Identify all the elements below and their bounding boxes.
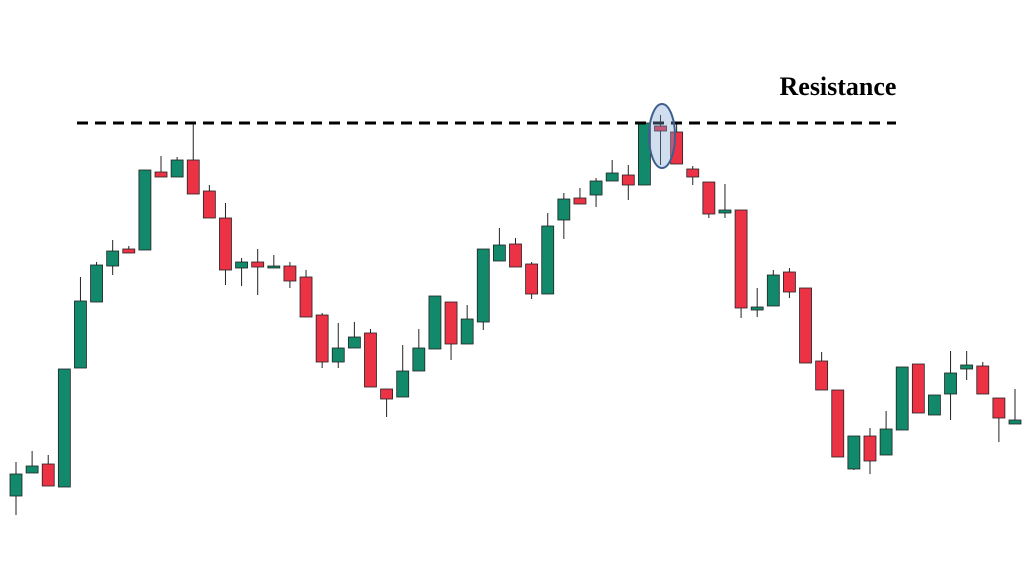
candle-body xyxy=(476,248,490,323)
candle-body xyxy=(509,243,522,268)
candle-body xyxy=(428,295,442,350)
candle-body xyxy=(202,190,216,219)
candle-body xyxy=(960,364,974,370)
candle-body xyxy=(718,209,732,214)
candle-body xyxy=(605,172,619,182)
candle-body xyxy=(186,159,200,195)
candle-body xyxy=(347,336,361,349)
candle-body xyxy=(928,394,941,416)
candle-body xyxy=(799,287,812,364)
candle-body xyxy=(654,125,667,132)
candle-body xyxy=(831,389,845,458)
candle-body xyxy=(219,217,232,271)
candle-body xyxy=(122,248,136,254)
candle-body xyxy=(750,306,764,311)
candle-body xyxy=(895,366,909,431)
candle-body xyxy=(251,261,265,268)
candle-body xyxy=(364,332,377,388)
candle-body xyxy=(106,250,120,267)
candle-body xyxy=(331,347,345,363)
candle-body xyxy=(396,370,410,398)
candle-body xyxy=(9,473,23,497)
candle-body xyxy=(412,347,426,372)
candle-body xyxy=(170,159,184,178)
candle-body xyxy=(25,465,39,474)
candle-body xyxy=(847,435,861,470)
candle-body xyxy=(57,368,71,488)
candle-body xyxy=(734,209,748,309)
candle-body xyxy=(686,168,700,178)
candle-body xyxy=(315,314,329,363)
candle-body xyxy=(460,318,474,345)
candle-body xyxy=(41,463,55,487)
candle-body xyxy=(299,276,313,318)
candle-body xyxy=(879,428,893,456)
candle-body xyxy=(267,265,281,269)
candle-body xyxy=(621,174,635,186)
candle-body xyxy=(589,180,603,196)
candle-body xyxy=(670,131,684,165)
candle-body xyxy=(283,265,297,282)
candle-body xyxy=(573,197,587,205)
candle-body xyxy=(444,301,458,345)
candle-body xyxy=(815,360,829,391)
candle-body xyxy=(557,198,571,221)
candle-body xyxy=(90,264,103,303)
candle-body xyxy=(525,263,539,295)
candle-body xyxy=(74,300,87,369)
candle-body xyxy=(992,397,1006,419)
highlight-ellipse xyxy=(648,103,676,169)
candle-body xyxy=(138,169,152,251)
candle-body xyxy=(863,435,877,462)
candle-body xyxy=(154,171,168,178)
candle-body xyxy=(492,244,506,262)
candle-body xyxy=(702,181,716,215)
candle-body xyxy=(380,388,393,400)
candle-body xyxy=(944,372,957,395)
candle-body xyxy=(783,271,796,293)
candle-body xyxy=(976,365,990,395)
candle-body xyxy=(911,363,925,414)
candle-body xyxy=(766,274,780,307)
candle-body xyxy=(1008,419,1022,425)
candle-body xyxy=(235,261,248,269)
candle-body xyxy=(541,225,555,295)
resistance-label: Resistance xyxy=(780,72,897,101)
